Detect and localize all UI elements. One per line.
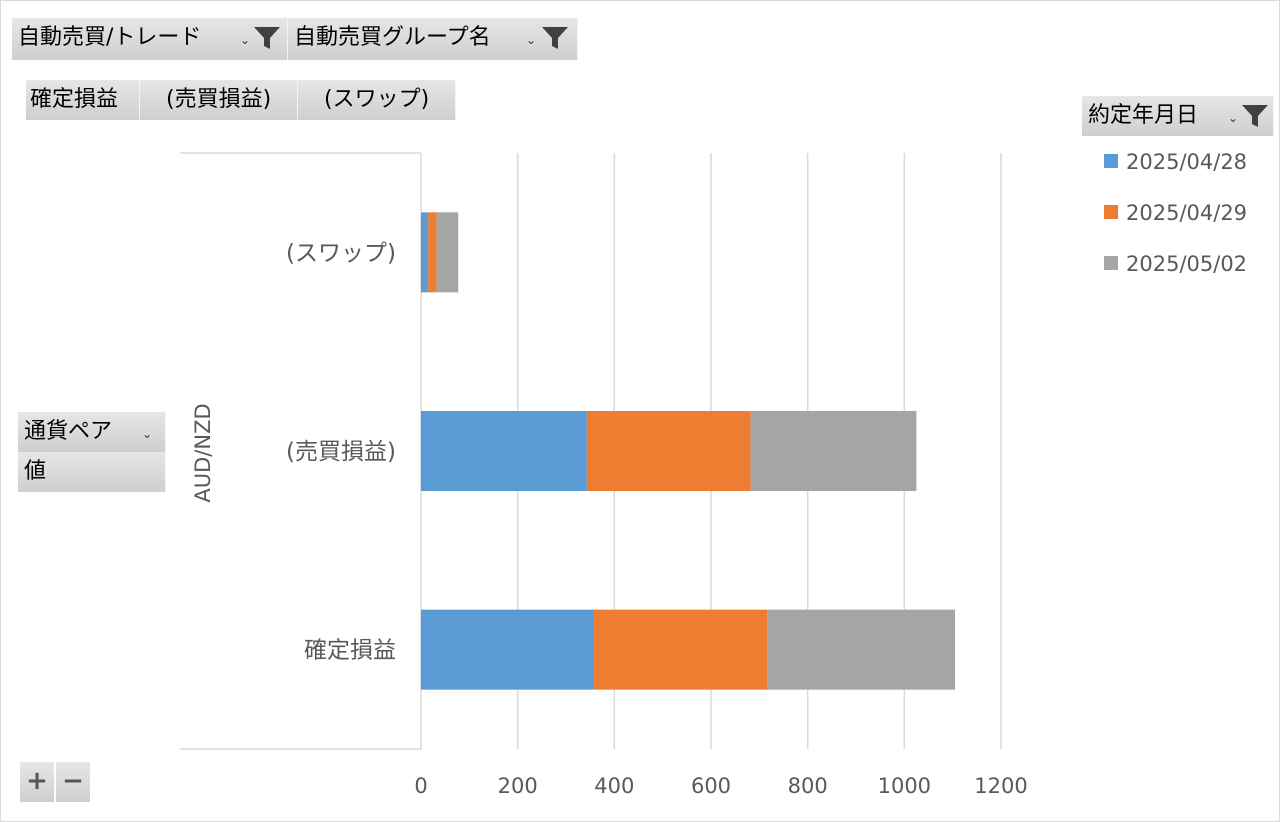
filter-currency-label: 通貨ペア (24, 419, 113, 444)
column-field-button[interactable]: 確定損益 (26, 80, 140, 120)
filter-funnel-icon[interactable] (252, 25, 282, 51)
collapse-button[interactable]: − (56, 762, 90, 802)
filter-funnel-icon[interactable] (1240, 103, 1270, 129)
filter-group-name-button[interactable]: 自動売買グループ名 ⌄ (288, 18, 578, 60)
filter-funnel-icon[interactable] (540, 25, 570, 51)
dropdown-arrow-icon[interactable]: ⌄ (526, 33, 537, 47)
filter-date-button[interactable]: 約定年月日 ⌄ (1082, 96, 1274, 136)
expand-button[interactable]: + (20, 762, 54, 802)
filter-currency-button[interactable]: 通貨ペア ⌄ (18, 412, 166, 452)
column-field-button[interactable]: (売買損益) (140, 80, 298, 120)
dropdown-arrow-icon[interactable]: ⌄ (240, 33, 251, 47)
filter-auto-trade-label: 自動売買/トレード (18, 25, 202, 50)
value-field-button[interactable]: 値 (18, 452, 166, 492)
dropdown-arrow-icon[interactable]: ⌄ (142, 427, 153, 441)
dropdown-arrow-icon[interactable]: ⌄ (1228, 111, 1239, 125)
filter-auto-trade-button[interactable]: 自動売買/トレード ⌄ (12, 18, 288, 60)
value-field-label: 値 (24, 459, 47, 484)
filter-date-label: 約定年月日 (1088, 103, 1199, 128)
column-field-label: (スワップ) (324, 87, 430, 112)
column-field-button[interactable]: (スワップ) (298, 80, 456, 120)
filter-group-name-label: 自動売買グループ名 (294, 25, 491, 50)
column-field-label: 確定損益 (30, 87, 119, 112)
column-field-label: (売買損益) (166, 87, 272, 112)
